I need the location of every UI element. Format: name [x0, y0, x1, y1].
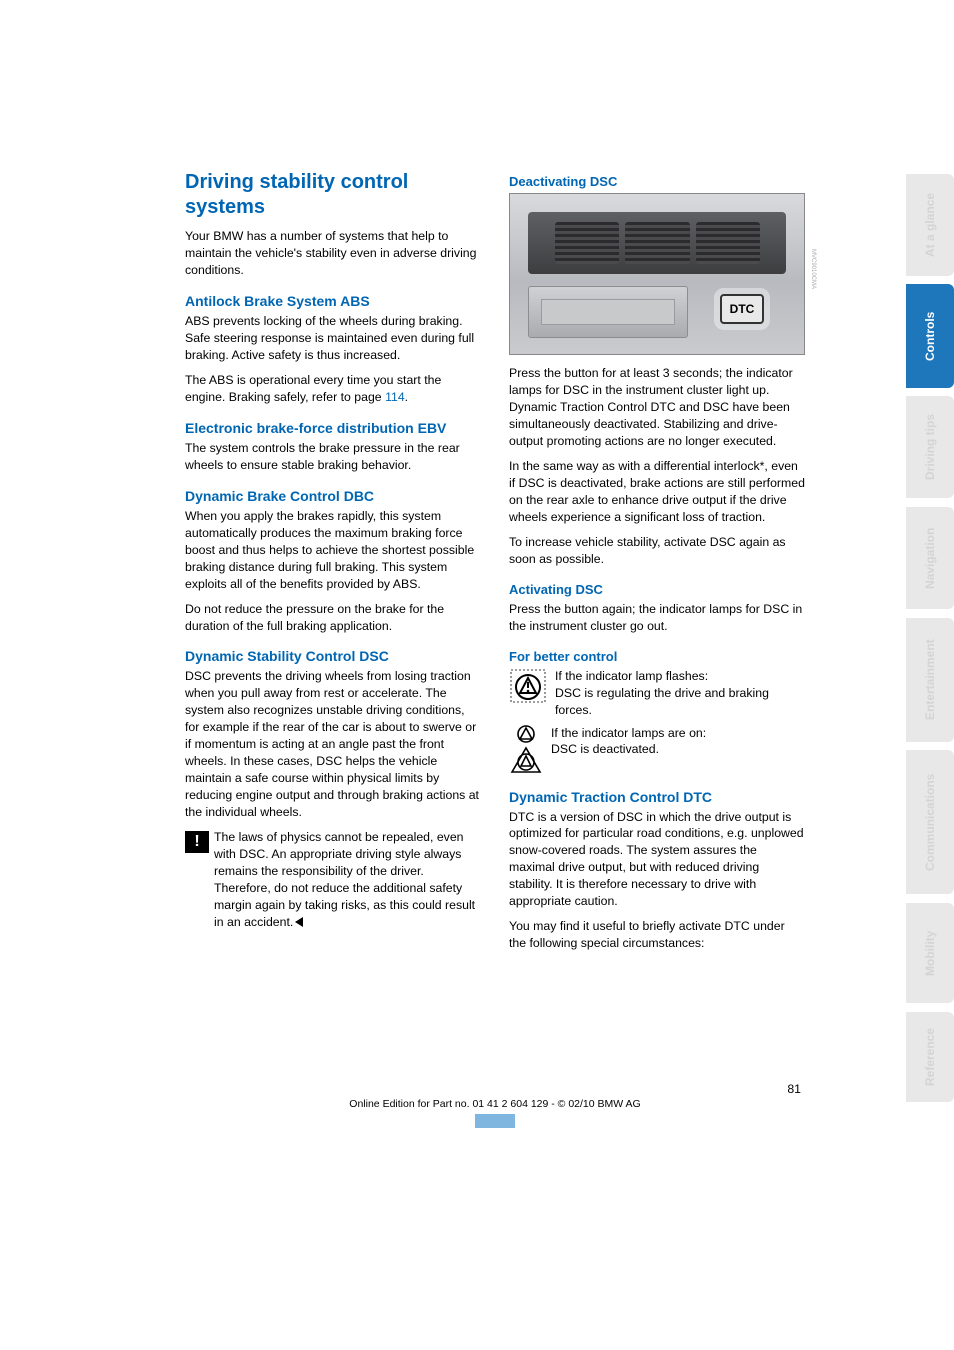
- tab-entertainment[interactable]: Entertainment: [906, 618, 954, 742]
- indicator-flash-l1: If the indicator lamp flashes:: [555, 669, 708, 683]
- tab-communications[interactable]: Communications: [906, 750, 954, 894]
- warning-text: The laws of physics cannot be repealed, …: [214, 830, 475, 929]
- footer-notch: [475, 1114, 515, 1128]
- activating-heading: Activating DSC: [509, 582, 805, 597]
- dsc-heading: Dynamic Stability Control DSC: [185, 648, 481, 664]
- page-number: 81: [185, 1082, 805, 1096]
- warning-block: ! The laws of physics cannot be repealed…: [185, 829, 481, 931]
- dtc-p2: You may find it useful to briefly activa…: [509, 918, 805, 952]
- deact-p1: Press the button for at least 3 seconds;…: [509, 365, 805, 450]
- page-ref-114[interactable]: 114: [385, 390, 405, 404]
- tab-reference[interactable]: Reference: [906, 1012, 954, 1102]
- abs-p2-b: .: [405, 390, 408, 404]
- dtc-label: DTC: [720, 294, 764, 324]
- dtc-button-image: DTC MVC9010CMA: [509, 193, 805, 355]
- right-column: Deactivating DSC DTC MVC9010CMA Press th…: [509, 170, 805, 960]
- tab-navigation[interactable]: Navigation: [906, 507, 954, 609]
- indicator-flash-icon: [509, 668, 547, 704]
- ebv-heading: Electronic brake-force distribution EBV: [185, 420, 481, 436]
- section-title: Driving stability control systems: [185, 170, 481, 220]
- intro-text: Your BMW has a number of systems that he…: [185, 228, 481, 279]
- deact-p2: In the same way as with a differential i…: [509, 458, 805, 526]
- dtc-heading: Dynamic Traction Control DTC: [509, 789, 805, 805]
- page-footer: 81 Online Edition for Part no. 01 41 2 6…: [185, 1082, 805, 1110]
- act-p: Press the button again; the indicator la…: [509, 601, 805, 635]
- indicator-flash-row: If the indicator lamp flashes: DSC is re…: [509, 668, 805, 719]
- for-better-control-heading: For better control: [509, 649, 805, 664]
- indicator-on-row: If the indicator lamps are on: DSC is de…: [509, 725, 805, 775]
- deact-p3: To increase vehicle stability, activate …: [509, 534, 805, 568]
- end-triangle-icon: [295, 917, 303, 927]
- deactivating-heading: Deactivating DSC: [509, 174, 805, 189]
- dtc-p1: DTC is a version of DSC in which the dri…: [509, 809, 805, 911]
- section-tabs-sidebar: Reference Mobility Communications Entertain…: [906, 0, 954, 1350]
- dbc-p1: When you apply the brakes rapidly, this …: [185, 508, 481, 593]
- ebv-p: The system controls the brake pressure i…: [185, 440, 481, 474]
- indicator-flash-l2: DSC is regulating the drive and braking …: [555, 686, 769, 717]
- dsc-p: DSC prevents the driving wheels from los…: [185, 668, 481, 821]
- image-code: MVC9010CMA: [810, 249, 816, 289]
- tab-controls[interactable]: Controls: [906, 284, 954, 388]
- warning-icon: !: [185, 831, 209, 853]
- tab-driving-tips[interactable]: Driving tips: [906, 396, 954, 498]
- tab-mobility[interactable]: Mobility: [906, 903, 954, 1003]
- abs-p1: ABS prevents locking of the wheels durin…: [185, 313, 481, 364]
- tab-at-a-glance[interactable]: At a glance: [906, 174, 954, 276]
- indicator-on-icon: [509, 725, 543, 775]
- indicator-on-l2: DSC is deactivated.: [551, 742, 659, 756]
- left-column: Driving stability control systems Your B…: [185, 170, 481, 960]
- dbc-p2: Do not reduce the pressure on the brake …: [185, 601, 481, 635]
- abs-heading: Antilock Brake System ABS: [185, 293, 481, 309]
- footer-line: Online Edition for Part no. 01 41 2 604 …: [185, 1098, 805, 1110]
- indicator-on-l1: If the indicator lamps are on:: [551, 726, 706, 740]
- abs-p2: The ABS is operational every time you st…: [185, 372, 481, 406]
- dbc-heading: Dynamic Brake Control DBC: [185, 488, 481, 504]
